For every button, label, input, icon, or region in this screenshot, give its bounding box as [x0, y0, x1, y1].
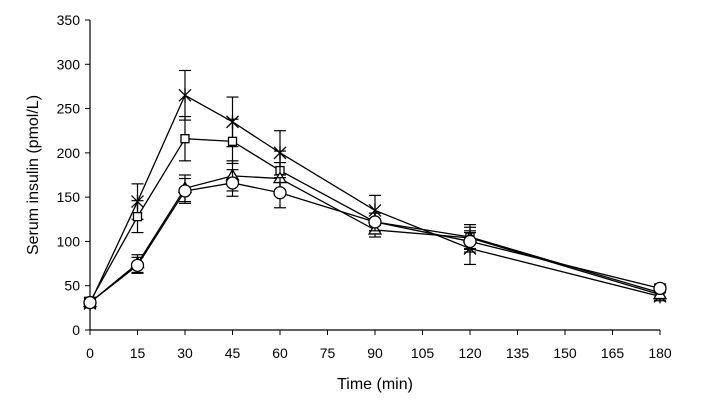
data-point-square	[132, 211, 143, 222]
data-point-circle	[368, 215, 382, 229]
series-line-square	[89, 138, 661, 302]
series-line-circle	[89, 182, 661, 304]
x-tick-label: 30	[177, 345, 193, 361]
y-tick-label: 100	[57, 233, 81, 249]
y-tick-label: 250	[57, 101, 81, 117]
series	[82, 69, 668, 311]
data-point-circle	[178, 184, 192, 198]
data-point-star	[178, 88, 192, 103]
x-tick-label: 90	[367, 345, 383, 361]
data-point-circle	[130, 258, 145, 272]
y-tick-label: 200	[57, 145, 81, 161]
series-line-triangle	[89, 175, 661, 304]
data-point-square	[180, 134, 190, 144]
x-tick-label: 15	[130, 345, 146, 361]
x-tick-label: 45	[225, 345, 241, 361]
ticks: 0 50 100 150 200 250 300 350 0 15 30 45 60 75 90 105 120…	[57, 12, 672, 361]
data-point-circle	[463, 234, 477, 249]
data-point-circle	[273, 186, 287, 200]
y-tick-label: 350	[57, 12, 81, 28]
data-point-circle	[83, 295, 97, 310]
series-star	[83, 69, 667, 311]
x-tick-label: 120	[458, 345, 482, 361]
data-point-circle	[225, 176, 240, 190]
x-tick-label: 180	[648, 345, 672, 361]
series-circle	[83, 169, 667, 310]
data-point-square	[227, 136, 238, 146]
series-line-star	[89, 94, 661, 304]
x-tick-label: 150	[553, 345, 577, 361]
series-triangle	[82, 160, 668, 308]
y-tick-label: 50	[64, 278, 80, 294]
axes	[89, 20, 660, 331]
x-tick-label: 75	[320, 345, 336, 361]
x-tick-label: 0	[86, 345, 94, 361]
x-tick-label: 60	[272, 345, 288, 361]
x-axis-title: Time (min)	[337, 376, 413, 393]
data-point-circle	[653, 281, 667, 296]
x-tick-label: 135	[506, 345, 530, 361]
x-tick-label: 105	[411, 345, 435, 361]
y-tick-label: 150	[57, 189, 81, 205]
y-axis-title: Serum insulin (pmol/L)	[25, 95, 42, 255]
x-tick-label: 165	[601, 345, 625, 361]
y-tick-label: 300	[57, 56, 81, 72]
y-tick-label: 0	[72, 322, 80, 338]
